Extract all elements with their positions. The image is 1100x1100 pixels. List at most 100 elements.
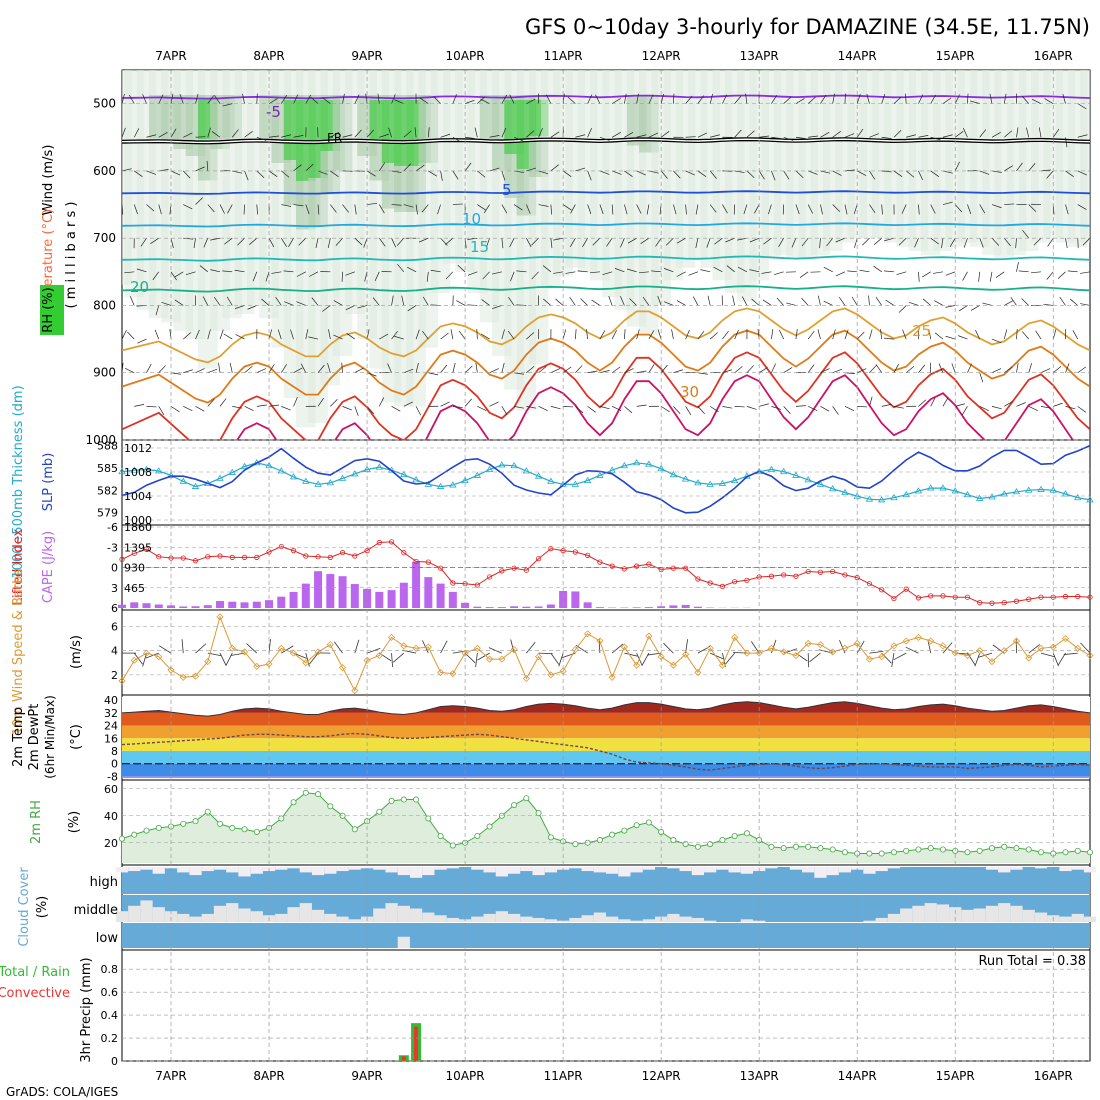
upper-wind-barb bbox=[591, 299, 601, 306]
upper-wind-barb bbox=[930, 170, 940, 177]
upper-wind-barb bbox=[403, 130, 412, 138]
upper-wind-barb bbox=[372, 297, 380, 306]
lifted-index-point bbox=[1062, 593, 1069, 600]
upper-wind-barb bbox=[284, 301, 294, 306]
thickness-point bbox=[155, 467, 163, 474]
cloud-cell-high bbox=[838, 867, 852, 873]
cloud-cell-middle bbox=[924, 903, 937, 922]
upper-wind-barb bbox=[873, 237, 882, 245]
wind-barb bbox=[145, 652, 159, 659]
thickness-point bbox=[927, 484, 935, 491]
upper-wind-barb bbox=[778, 238, 784, 247]
upper-wind-barb bbox=[268, 238, 275, 248]
upper-wind-barb bbox=[210, 237, 221, 241]
upper-wind-barb bbox=[226, 296, 233, 306]
upper-wind-barb bbox=[982, 302, 993, 306]
thickness-point bbox=[1086, 496, 1094, 503]
upper-wind-barb bbox=[856, 94, 861, 104]
upper-wind-barb bbox=[835, 271, 846, 277]
upper-ytick: 900 bbox=[93, 366, 116, 380]
cloud-cell-high bbox=[520, 867, 533, 872]
upper-wind-barb bbox=[1069, 298, 1078, 306]
upper-wind-barb bbox=[599, 370, 610, 374]
thickness-point bbox=[620, 461, 629, 469]
lifted-index-point bbox=[511, 565, 517, 571]
upper-wind-barb bbox=[853, 204, 858, 215]
upper-wind-barb bbox=[458, 330, 466, 340]
wind-speed-point bbox=[277, 644, 285, 652]
cloud-cell-high bbox=[397, 867, 410, 876]
cloud-cell-high bbox=[140, 867, 153, 870]
cloud-cell-middle bbox=[569, 917, 582, 922]
upper-wind-barb bbox=[979, 238, 984, 248]
isotherm-line bbox=[122, 94, 1090, 100]
wind-speed-point bbox=[755, 649, 763, 657]
upper-wind-barb bbox=[771, 136, 782, 139]
upper-wind-barb bbox=[271, 271, 282, 274]
upper-wind-barb bbox=[305, 163, 314, 172]
upper-wind-barb bbox=[403, 401, 413, 407]
upper-wind-barb bbox=[345, 305, 355, 311]
upper-wind-barb bbox=[456, 300, 466, 306]
upper-wind-barb bbox=[268, 135, 280, 138]
upper-wind-barb bbox=[978, 271, 981, 282]
thickness-point bbox=[706, 480, 714, 487]
upper-wind-barb bbox=[531, 271, 539, 280]
upper-wind-barb bbox=[280, 237, 287, 247]
temp-band bbox=[122, 763, 1090, 777]
upper-wind-barb bbox=[122, 271, 123, 273]
upper-wind-barb bbox=[749, 237, 760, 243]
upper-wind-barb bbox=[464, 99, 475, 104]
upper-ytick: 500 bbox=[93, 97, 116, 111]
upper-wind-barb bbox=[391, 238, 397, 248]
cloud-cell-high bbox=[887, 867, 901, 869]
upper-wind-barb bbox=[599, 204, 604, 215]
upper-wind-barb bbox=[599, 406, 610, 410]
upper-wind-barb bbox=[1057, 271, 1066, 279]
upper-wind-barb bbox=[345, 271, 355, 276]
cloud-cell-high bbox=[189, 867, 202, 876]
rh2m-point bbox=[694, 843, 701, 850]
upper-wind-barb bbox=[749, 269, 760, 273]
wind-speed-point bbox=[437, 668, 445, 677]
cloud-cell-high bbox=[630, 867, 643, 873]
upper-wind-barb bbox=[185, 271, 196, 276]
upper-wind-barb bbox=[783, 170, 790, 180]
thickness-point bbox=[461, 476, 469, 484]
upper-wind-barb bbox=[366, 372, 377, 377]
lifted-index-point bbox=[634, 563, 640, 569]
upper-wind-barb bbox=[366, 170, 376, 177]
rh2m-ytick: 20 bbox=[104, 837, 118, 850]
wind-barb bbox=[281, 645, 294, 654]
thickness-point bbox=[1061, 490, 1070, 497]
upper-wind-barb bbox=[783, 367, 793, 374]
cloud-cell-high bbox=[826, 867, 839, 876]
upper-wind-barb bbox=[771, 363, 776, 373]
thickness-point bbox=[828, 485, 837, 492]
upper-wind-barb bbox=[464, 398, 472, 407]
upper-wind-barb bbox=[884, 237, 895, 242]
date-label-top: 12APR bbox=[642, 49, 681, 63]
upper-wind-barb bbox=[501, 127, 507, 138]
rh2m-point bbox=[253, 828, 260, 835]
wind-speed-point bbox=[1061, 635, 1070, 643]
rh2m-point bbox=[645, 819, 652, 826]
date-label-bottom: 11APR bbox=[544, 1069, 583, 1083]
upper-wind-barb bbox=[823, 266, 833, 273]
upper-wind-barb bbox=[620, 238, 625, 248]
upper-wind-barb bbox=[636, 134, 647, 138]
upper-wind-barb bbox=[452, 362, 456, 373]
upper-wind-barb bbox=[508, 297, 515, 306]
upper-wind-barb bbox=[624, 406, 633, 414]
upper-wind-barb bbox=[214, 297, 221, 306]
lifted-index-point bbox=[830, 568, 836, 575]
upper-wind-barb bbox=[1052, 128, 1060, 138]
cloud-cell-high bbox=[1034, 867, 1048, 869]
wind-speed-point bbox=[449, 670, 457, 678]
upper-wind-barb bbox=[426, 271, 429, 282]
upper-wind-barb bbox=[296, 301, 306, 306]
lifted-index-point bbox=[156, 554, 162, 560]
upper-wind-barb bbox=[268, 364, 275, 373]
upper-wind-barb bbox=[127, 331, 135, 340]
upper-wind-barb bbox=[509, 238, 515, 248]
